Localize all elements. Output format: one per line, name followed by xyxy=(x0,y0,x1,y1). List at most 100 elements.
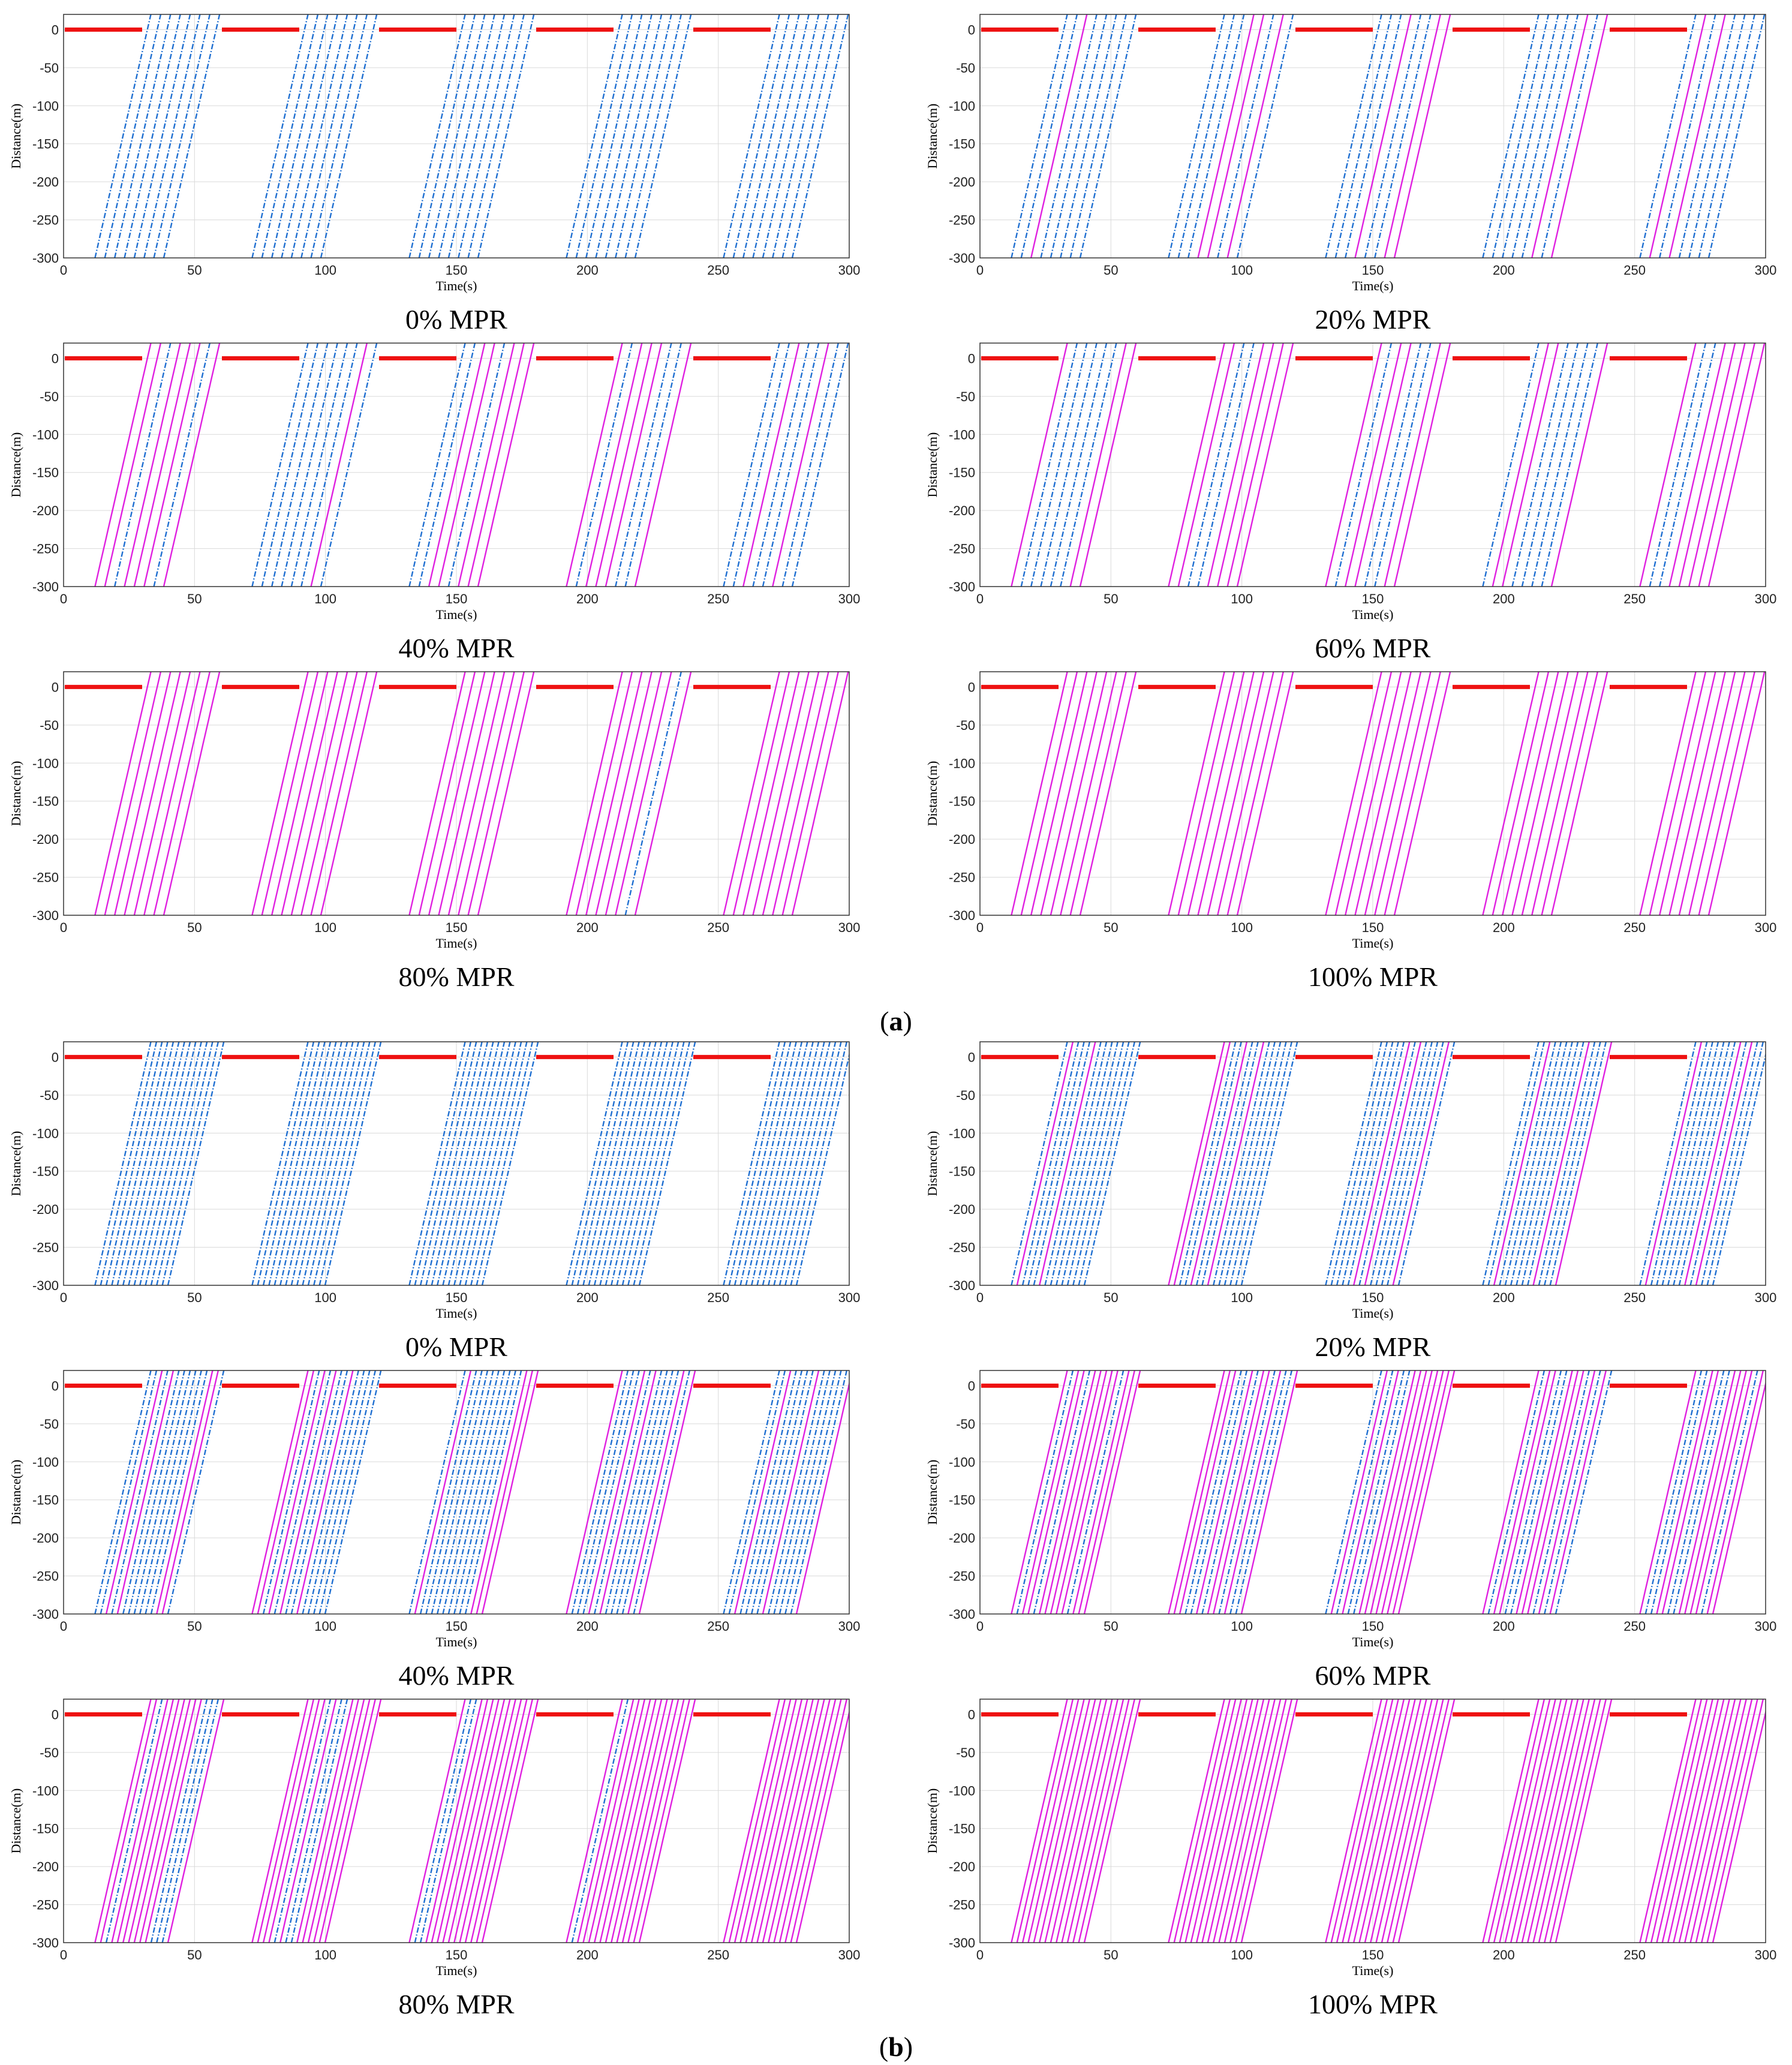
cav-trajectory xyxy=(1374,672,1432,915)
x-tick-label: 250 xyxy=(1623,920,1646,935)
axes-frame xyxy=(63,671,850,916)
hdv-trajectory xyxy=(1229,1042,1287,1285)
cav-trajectory xyxy=(1011,343,1068,587)
hdv-trajectory xyxy=(262,1370,320,1614)
cav-trajectory xyxy=(781,672,839,915)
x-tick-label: 0 xyxy=(60,1290,67,1305)
panel-title: 40% MPR xyxy=(399,633,515,663)
cav-trajectory xyxy=(1044,1370,1102,1614)
hdv-trajectory xyxy=(268,1042,326,1285)
hdv-trajectory xyxy=(111,1370,169,1614)
hdv-trajectory xyxy=(1649,343,1707,587)
cav-trajectory xyxy=(1689,1699,1747,1943)
y-tick-label: -250 xyxy=(32,870,59,885)
cav-trajectory xyxy=(1168,1370,1225,1614)
hdv-trajectory xyxy=(477,14,535,258)
x-axis-label: Time(s) xyxy=(436,1306,477,1321)
cav-trajectory xyxy=(261,672,319,915)
cav-trajectory xyxy=(1201,1699,1259,1943)
cav-trajectory xyxy=(1364,1370,1422,1614)
cav-trajectory xyxy=(1678,672,1736,915)
cav-trajectory xyxy=(1226,672,1284,915)
hdv-trajectory xyxy=(1659,14,1716,258)
hdv-trajectory xyxy=(621,1370,679,1614)
hdv-trajectory xyxy=(1387,1042,1444,1285)
hdv-trajectory xyxy=(723,14,780,258)
y-tick-label: -300 xyxy=(949,1935,975,1950)
y-tick-label: -250 xyxy=(949,870,975,885)
cav-trajectory xyxy=(476,1699,534,1943)
cav-trajectory xyxy=(1353,1699,1411,1943)
y-tick-label: -150 xyxy=(949,1164,975,1179)
hdv-trajectory xyxy=(1639,1042,1697,1285)
hdv-trajectory xyxy=(605,14,663,258)
hdv-trajectory xyxy=(745,1042,803,1285)
y-axis-label: Distance(m) xyxy=(925,1131,940,1197)
cav-trajectory xyxy=(1707,343,1766,587)
cav-trajectory xyxy=(790,1699,848,1943)
cav-trajectory xyxy=(94,343,152,587)
x-tick-label: 200 xyxy=(576,1290,599,1305)
cav-trajectory xyxy=(262,1699,320,1943)
y-tick-label: -50 xyxy=(40,1745,59,1760)
hdv-trajectory xyxy=(1040,14,1098,258)
x-tick-label: 50 xyxy=(187,591,202,606)
x-tick-label: 0 xyxy=(976,591,984,606)
hdv-trajectory xyxy=(1504,1370,1562,1614)
hdv-trajectory xyxy=(756,1370,814,1614)
hdv-trajectory xyxy=(1184,1042,1242,1285)
axes-frame xyxy=(979,1041,1766,1286)
cav-trajectory xyxy=(1521,1370,1579,1614)
hdv-trajectory xyxy=(611,1370,668,1614)
cav-trajectory xyxy=(1235,1699,1293,1943)
y-tick-label: -300 xyxy=(32,908,59,923)
cav-trajectory xyxy=(1011,672,1068,915)
cav-trajectory xyxy=(1393,343,1451,587)
cav-trajectory xyxy=(1673,1699,1730,1943)
cav-trajectory xyxy=(1218,1699,1276,1943)
cav-trajectory xyxy=(408,672,466,915)
x-tick-label: 150 xyxy=(446,1619,468,1634)
x-tick-label: 300 xyxy=(1755,1290,1777,1305)
cav-trajectory xyxy=(128,1699,185,1943)
hdv-trajectory xyxy=(1060,343,1117,587)
cav-trajectory xyxy=(268,1370,326,1614)
hdv-trajectory xyxy=(310,14,368,258)
hdv-trajectory xyxy=(458,14,515,258)
x-axis-label: Time(s) xyxy=(436,278,477,293)
cav-trajectory xyxy=(114,672,172,915)
hdv-trajectory xyxy=(285,1370,342,1614)
hdv-trajectory xyxy=(1168,14,1225,258)
cav-trajectory xyxy=(1061,1699,1119,1943)
y-tick-label: -250 xyxy=(32,213,59,228)
hdv-trajectory xyxy=(279,1042,337,1285)
x-tick-label: 300 xyxy=(1755,263,1777,278)
y-tick-label: -300 xyxy=(949,579,975,594)
cav-trajectory xyxy=(1381,1370,1439,1614)
cav-trajectory xyxy=(1555,1042,1613,1285)
y-axis-label: Distance(m) xyxy=(925,104,940,169)
hdv-trajectory xyxy=(100,1042,158,1285)
cav-trajectory xyxy=(762,1699,820,1943)
hdv-trajectory xyxy=(594,1370,651,1614)
cav-trajectory xyxy=(279,1370,337,1614)
cav-trajectory xyxy=(1364,672,1422,915)
y-tick-label: -200 xyxy=(32,1531,59,1546)
cav-trajectory xyxy=(1358,1699,1416,1943)
cav-trajectory xyxy=(1223,1699,1282,1943)
x-tick-label: 50 xyxy=(1104,591,1118,606)
hdv-trajectory xyxy=(566,1042,623,1285)
cav-trajectory xyxy=(1168,672,1225,915)
y-tick-label: -200 xyxy=(949,1859,975,1874)
x-tick-label: 50 xyxy=(187,920,202,935)
axes-frame xyxy=(63,14,850,258)
hdv-trajectory xyxy=(1678,1042,1736,1285)
cav-trajectory xyxy=(1030,672,1088,915)
cav-trajectory xyxy=(1516,1699,1573,1943)
cav-trajectory xyxy=(1217,672,1274,915)
hdv-trajectory xyxy=(1050,343,1108,587)
hdv-trajectory xyxy=(300,14,358,258)
hdv-trajectory xyxy=(467,14,525,258)
x-axis-label: Time(s) xyxy=(1352,278,1394,293)
cav-trajectory xyxy=(428,672,486,915)
